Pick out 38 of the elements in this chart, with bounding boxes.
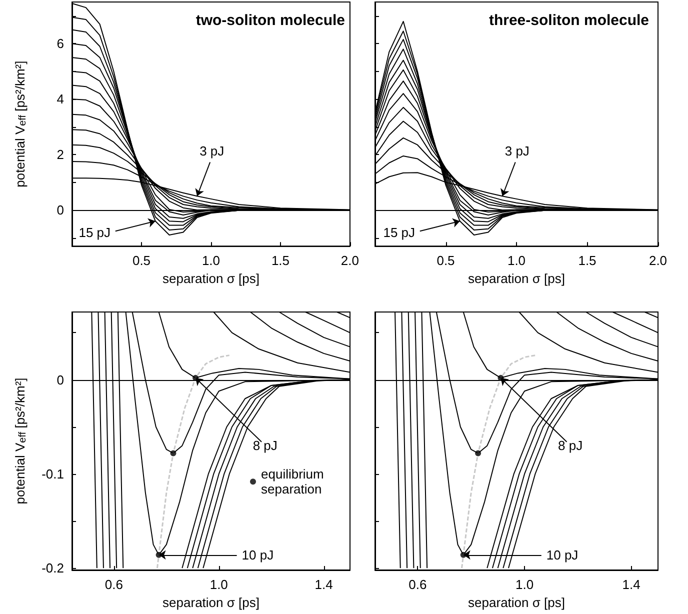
annotation: 15 pJ (78, 224, 111, 240)
annotation: 8 pJ (558, 438, 583, 453)
x-tick-label: 1.0 (202, 253, 220, 268)
y-tick-label: 0 (56, 202, 64, 218)
x-tick-label: 1.4 (314, 577, 333, 592)
annotation: 3 pJ (200, 144, 224, 158)
legend-label: equilibrium separation (261, 466, 328, 497)
x-tick-label: 0.5 (132, 253, 151, 268)
x-axis-title: separation σ [ps] (162, 271, 260, 286)
x-tick-label: 0.6 (408, 577, 427, 592)
y-axis-title: potential Veff [ps²/km²] (12, 60, 28, 188)
x-tick-label: 1.0 (210, 577, 228, 592)
text: two-soliton molecule (196, 12, 346, 29)
annotation: 10 pJ (242, 547, 274, 562)
x-tick-label: 1.5 (271, 253, 290, 268)
x-axis-title: separation σ [ps] (162, 594, 260, 610)
x-tick-label: 0.6 (104, 577, 123, 592)
annotation: 10 pJ (546, 547, 578, 562)
x-tick-label: 2.0 (340, 253, 360, 268)
y-tick-label: -0.2 (42, 560, 64, 576)
y-tick-label: 2 (56, 147, 64, 162)
annotation: 15 pJ (383, 224, 416, 240)
y-tick-label: 0 (56, 372, 64, 388)
x-tick-label: 1.0 (507, 253, 526, 268)
x-tick-label: 1.0 (515, 577, 534, 592)
y-tick-label: -0.1 (42, 466, 64, 482)
x-tick-label: 1.5 (578, 253, 596, 268)
x-tick-label: 2.0 (648, 253, 668, 268)
text: three-soliton molecule (488, 12, 650, 29)
y-tick-label: 6 (56, 36, 64, 52)
x-axis-title: separation σ [ps] (468, 271, 565, 286)
x-axis-title: separation σ [ps] (468, 594, 565, 610)
x-tick-label: 1.4 (622, 577, 640, 592)
annotation: 8 pJ (252, 438, 278, 453)
y-tick-label: 4 (56, 92, 64, 107)
y-axis-title: potential Veff [ps²/km²] (12, 378, 28, 504)
x-tick-label: 0.5 (436, 253, 455, 268)
annotation: 3 pJ (504, 144, 530, 158)
